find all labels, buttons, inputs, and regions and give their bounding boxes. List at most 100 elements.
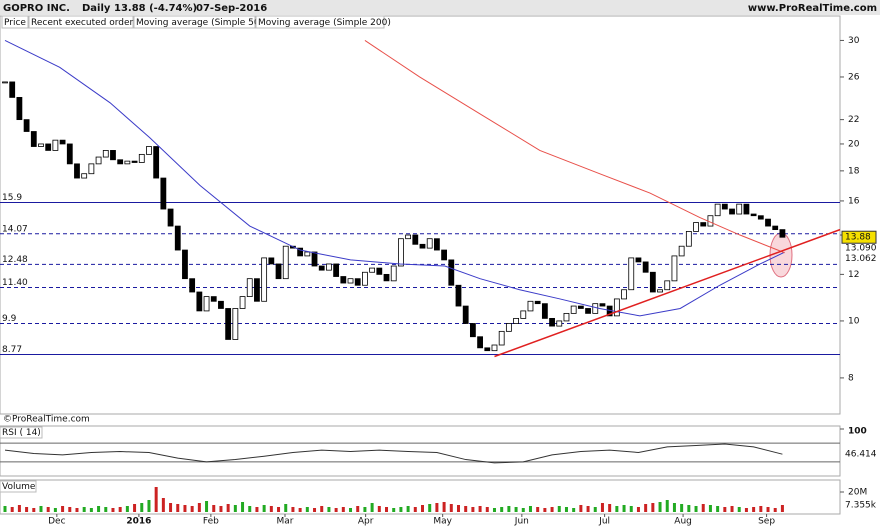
volume-bar (219, 506, 223, 512)
volume-bar (262, 505, 266, 512)
volume-bar (644, 504, 648, 512)
volume-bar (716, 506, 720, 512)
y-tick-label: 10 (848, 316, 860, 326)
candle (412, 234, 419, 245)
volume-bar (305, 507, 309, 512)
volume-bar (608, 504, 612, 512)
candle (117, 159, 124, 165)
date: 07-Sep-2016 (196, 3, 267, 14)
candle (369, 267, 376, 273)
candle (275, 263, 282, 280)
volume-bar (205, 501, 209, 512)
candle (376, 267, 383, 275)
volume-bar (392, 508, 396, 512)
candle (9, 81, 16, 98)
candle (340, 276, 347, 284)
x-tick-label: May (433, 517, 452, 527)
volume-bar (579, 505, 583, 512)
level-label: 12.48 (2, 255, 28, 265)
volume-bar (183, 505, 187, 512)
candle (743, 203, 750, 215)
candle (685, 231, 692, 247)
ma200-line (364, 40, 785, 254)
volume-bar (478, 506, 482, 512)
candle (124, 160, 131, 165)
candle (657, 289, 663, 293)
volume-bar (104, 507, 108, 512)
candle (714, 203, 721, 217)
candle (779, 229, 786, 238)
volume-bar (550, 507, 554, 512)
volume-bar (313, 508, 317, 512)
volume-bar (226, 504, 230, 512)
volume-bar (140, 503, 144, 512)
volume-bar (651, 503, 655, 512)
candle (74, 163, 80, 179)
volume-bar (97, 506, 101, 512)
volume-bar (694, 506, 698, 512)
volume-bar (680, 504, 684, 512)
volume-bar (118, 507, 122, 512)
candle (592, 303, 599, 314)
volume-bar (723, 507, 727, 512)
candle (23, 119, 30, 132)
volume-bar (730, 506, 734, 512)
volume-bar (25, 507, 29, 512)
volume-bar (3, 506, 7, 512)
candle (577, 305, 584, 309)
candle (318, 265, 325, 271)
candle (297, 247, 304, 257)
volume-bar (356, 506, 360, 512)
level-label: 9.9 (2, 314, 17, 324)
volume-bar (507, 506, 511, 512)
volume-bar (255, 507, 259, 512)
candle (693, 222, 699, 232)
level-label: 11.40 (2, 278, 28, 288)
volume-bar (658, 502, 662, 512)
volume-bar (780, 505, 784, 512)
x-tick-label: Jun (514, 517, 529, 527)
candle (354, 278, 361, 286)
volume-bar (82, 507, 86, 512)
volume-bar (320, 506, 324, 512)
volume-bar (327, 507, 331, 512)
price-panel (0, 15, 841, 415)
candle (146, 146, 152, 155)
volume-bar (46, 507, 50, 512)
volume-bar (752, 507, 756, 512)
volume-bar (10, 507, 14, 512)
candle (520, 310, 527, 319)
rsi-tag: 46.414 (845, 450, 877, 460)
volume-bar (17, 505, 21, 512)
candle (160, 177, 167, 210)
volume-bar (586, 506, 590, 512)
legend-entry: Price (4, 18, 26, 28)
volume-bar (564, 507, 568, 512)
volume-bar (176, 504, 180, 512)
volume-bar (521, 508, 525, 512)
candle (613, 298, 620, 317)
candle (81, 173, 88, 179)
volume-bar (672, 503, 676, 512)
candle (426, 238, 433, 249)
trendline (494, 228, 841, 358)
legend-entry: Moving average (Simple 50) (136, 18, 263, 28)
candle (462, 305, 469, 324)
candle (347, 278, 354, 284)
candle (66, 143, 73, 165)
volume-bar (500, 507, 504, 512)
volume-bar (349, 508, 353, 512)
volume-bar (385, 507, 389, 512)
volume-bar (485, 507, 489, 512)
price-tag: 13.88 (845, 233, 871, 243)
candle (246, 278, 253, 297)
y-tick-label: 18 (848, 166, 860, 176)
candle (182, 249, 188, 280)
volume-bar (133, 504, 137, 512)
volume-bar (363, 507, 367, 512)
volume-bar (341, 507, 345, 512)
level-label: 14.07 (2, 224, 28, 234)
candle (549, 317, 555, 327)
y-tick-label: 20 (848, 139, 860, 149)
